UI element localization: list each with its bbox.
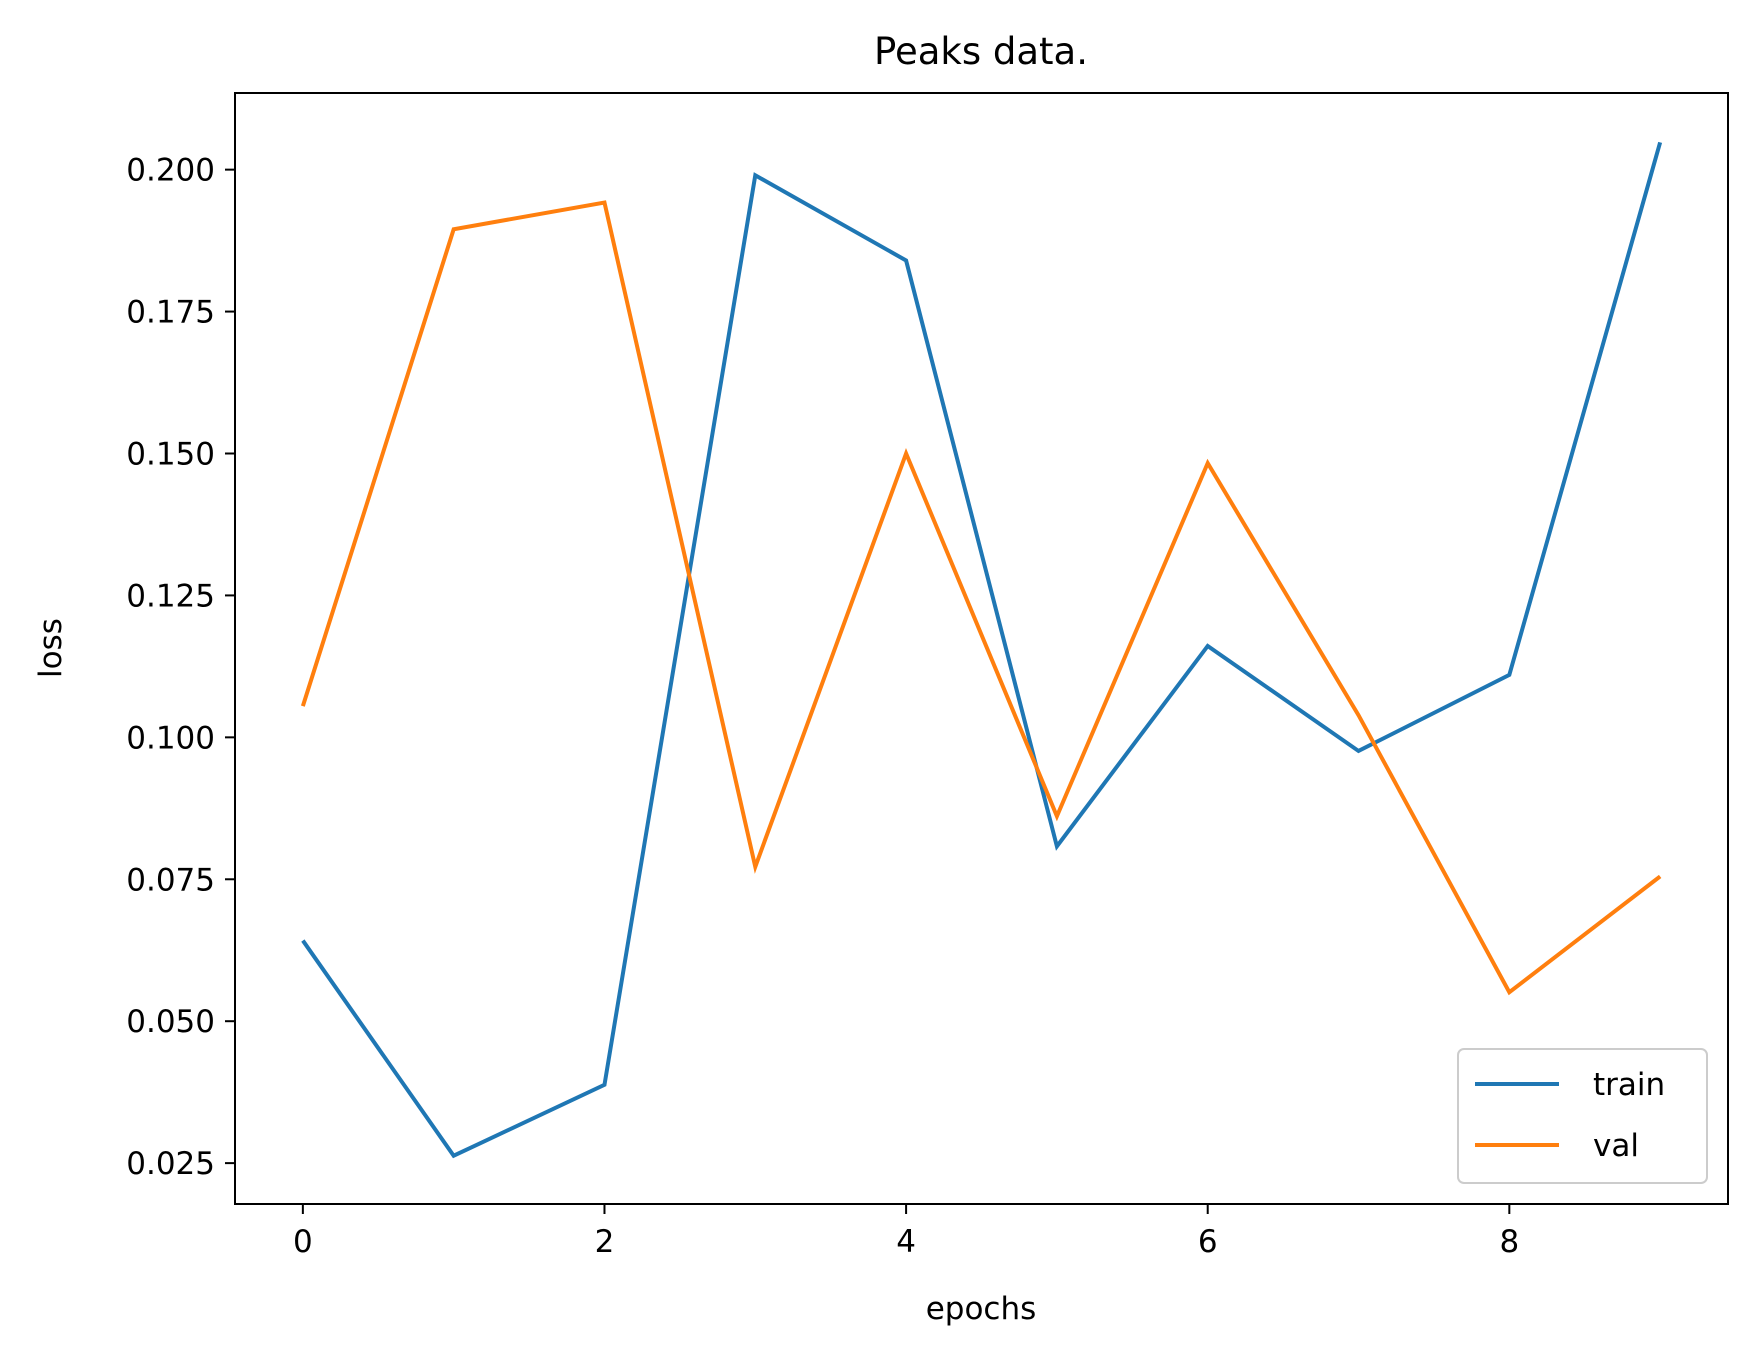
legend-label-train: train xyxy=(1593,1067,1665,1103)
y-axis-label: loss xyxy=(33,618,69,678)
x-axis-label: epochs xyxy=(926,1291,1037,1327)
legend-box xyxy=(1457,1048,1708,1184)
y-tick-label: 0.175 xyxy=(126,295,215,331)
x-axis: 0 2 4 6 8 xyxy=(293,1204,1519,1260)
plot-frame xyxy=(234,92,1729,1205)
y-tick-label: 0.125 xyxy=(126,578,215,614)
plot-area xyxy=(234,92,1729,1205)
y-tick-label: 0.075 xyxy=(126,862,215,898)
legend: train val xyxy=(1457,1048,1708,1184)
x-tick-label: 4 xyxy=(896,1224,916,1260)
y-axis: 0.025 0.050 0.075 0.100 0.125 0.150 0.175 0.200 xyxy=(126,153,235,1182)
legend-label-val: val xyxy=(1593,1128,1639,1164)
y-tick-label: 0.150 xyxy=(126,436,215,472)
x-tick-label: 0 xyxy=(293,1224,313,1260)
series-layer xyxy=(300,141,1663,1159)
x-tick-label: 6 xyxy=(1198,1224,1218,1260)
y-tick-label: 0.100 xyxy=(126,720,215,756)
x-tick-label: 2 xyxy=(595,1224,615,1260)
chart-title: Peaks data. xyxy=(874,30,1088,73)
y-tick-label: 0.025 xyxy=(126,1146,215,1182)
y-tick-label: 0.200 xyxy=(126,153,215,189)
series-line-train xyxy=(301,141,1663,1159)
series-line-val xyxy=(300,200,1662,996)
y-tick-label: 0.050 xyxy=(126,1004,215,1040)
x-tick-label: 8 xyxy=(1499,1224,1519,1260)
